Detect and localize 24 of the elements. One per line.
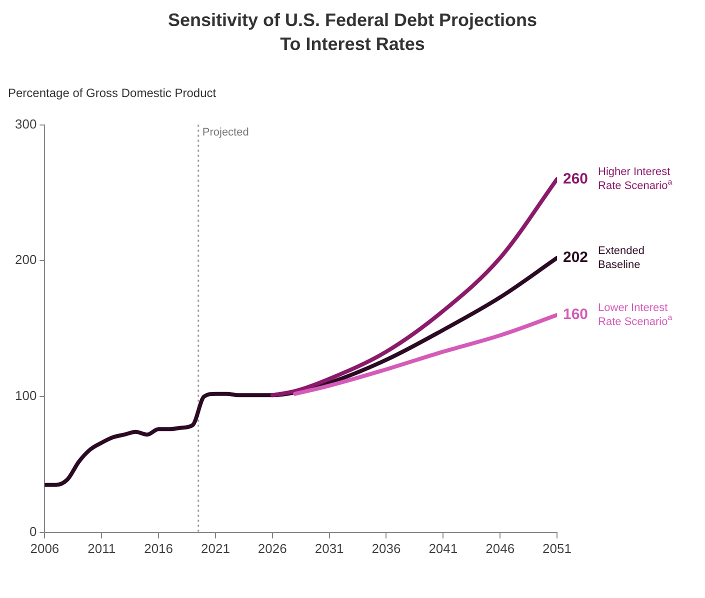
- x-tick-label: 2051: [542, 540, 572, 556]
- line-series: [44, 256, 557, 487]
- data-label: 202: [563, 249, 588, 266]
- y-tick-label: 300: [14, 116, 37, 132]
- line-series: [270, 177, 557, 398]
- x-tick-label: 2026: [258, 540, 287, 556]
- x-tick-label: 2036: [372, 540, 401, 556]
- x-tick-label: 2021: [201, 540, 230, 556]
- text: Extended Baseline: [598, 244, 645, 271]
- y-tick-label: 100: [14, 388, 37, 404]
- y-axis-title: Percentage of Gross Domestic Product: [8, 86, 218, 100]
- x-tick-label: 2041: [428, 540, 458, 556]
- y-tick-label: 0: [29, 524, 37, 539]
- ref-line-label: Projected: [202, 126, 249, 138]
- x-tick-label: 2006: [30, 540, 60, 556]
- x-tick-label: 2046: [486, 540, 515, 556]
- chart-title: Sensitivity of U.S. Federal Debt Projections To Interest Rates: [166, 9, 538, 56]
- x-tick-label: 2016: [144, 540, 173, 556]
- x-tick-label: 2011: [88, 540, 116, 556]
- line-series: [293, 313, 557, 396]
- x-tick-label: 2031: [314, 540, 344, 556]
- data-label: 160: [563, 306, 588, 324]
- y-tick-label: 200: [14, 252, 37, 268]
- data-label: 260: [563, 170, 588, 188]
